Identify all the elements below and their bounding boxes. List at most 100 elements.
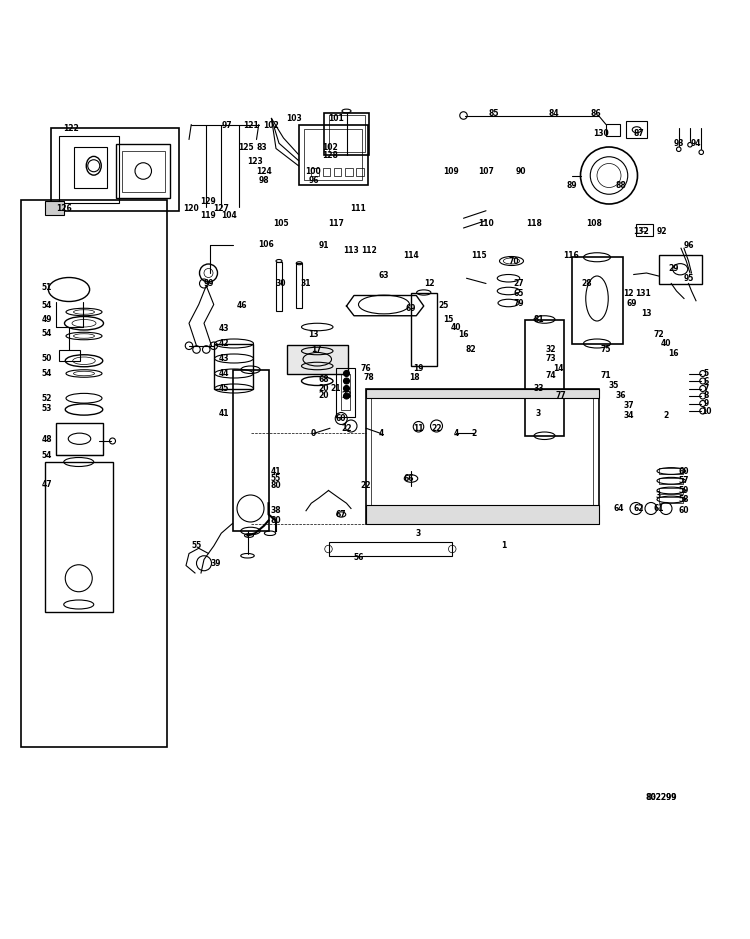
Text: 9: 9: [704, 399, 710, 408]
Text: 13: 13: [308, 330, 319, 339]
Text: 109: 109: [444, 166, 459, 176]
Text: 132: 132: [633, 226, 649, 236]
Text: 111: 111: [350, 204, 366, 213]
Text: 41: 41: [271, 467, 281, 475]
Bar: [658, 497, 682, 502]
Bar: [45, 462, 112, 612]
Text: 99: 99: [203, 279, 214, 288]
Bar: [122, 151, 165, 192]
Bar: [214, 344, 254, 389]
Text: 102: 102: [322, 143, 338, 151]
Bar: [411, 293, 437, 366]
Text: 54: 54: [41, 301, 52, 311]
Text: 70: 70: [509, 256, 519, 266]
Text: 107: 107: [478, 166, 494, 176]
Text: 802299: 802299: [646, 793, 677, 803]
Text: 5: 5: [704, 369, 709, 378]
Text: 49: 49: [41, 315, 52, 324]
Bar: [626, 121, 647, 138]
Text: 94: 94: [691, 139, 701, 147]
Bar: [658, 478, 682, 484]
Text: 34: 34: [623, 411, 634, 420]
Text: 61: 61: [653, 504, 664, 513]
Text: 55: 55: [191, 542, 202, 550]
Text: 37: 37: [623, 401, 634, 410]
Text: 108: 108: [586, 219, 602, 228]
Text: 60: 60: [679, 506, 689, 516]
Text: 3: 3: [536, 408, 542, 418]
Text: 90: 90: [516, 166, 526, 176]
Text: 42: 42: [218, 339, 229, 348]
Text: 40: 40: [661, 339, 671, 348]
Bar: [328, 115, 364, 151]
Bar: [232, 370, 268, 531]
Text: 121: 121: [243, 121, 260, 131]
Text: 20: 20: [319, 384, 329, 393]
Bar: [658, 468, 682, 474]
Text: 32: 32: [546, 345, 556, 354]
Text: 3: 3: [656, 491, 662, 500]
Text: 127: 127: [213, 204, 230, 213]
Text: 4: 4: [378, 429, 383, 438]
Text: 48: 48: [41, 435, 52, 444]
Text: 122: 122: [63, 124, 80, 132]
Text: 71: 71: [601, 371, 611, 380]
Text: 3: 3: [416, 529, 422, 538]
Text: 114: 114: [404, 252, 419, 260]
Text: 27: 27: [514, 279, 524, 288]
Text: 18: 18: [409, 374, 419, 382]
Text: 36: 36: [616, 392, 626, 401]
Text: 78: 78: [364, 374, 374, 382]
Text: 125: 125: [238, 143, 254, 151]
Text: 60: 60: [679, 467, 689, 475]
Text: 53: 53: [41, 404, 52, 412]
Text: 15: 15: [443, 315, 454, 324]
Text: 54: 54: [41, 369, 52, 378]
Text: 51: 51: [41, 284, 52, 293]
Text: 81: 81: [533, 315, 544, 324]
Bar: [366, 389, 598, 398]
Text: 93: 93: [674, 139, 684, 147]
Text: 101: 101: [328, 114, 344, 123]
Text: 89: 89: [566, 181, 577, 191]
Text: 115: 115: [471, 252, 486, 260]
Text: 62: 62: [634, 504, 644, 513]
Bar: [74, 147, 107, 188]
Text: 113: 113: [343, 246, 358, 255]
Text: 52: 52: [41, 393, 52, 403]
Text: 72: 72: [653, 330, 664, 339]
Text: 59: 59: [679, 486, 689, 495]
Text: 84: 84: [548, 109, 559, 117]
Text: 77: 77: [556, 392, 566, 401]
Text: 54: 54: [41, 452, 52, 460]
Text: 98: 98: [259, 177, 269, 185]
Text: 80: 80: [271, 482, 281, 490]
Text: 31: 31: [301, 279, 311, 288]
Text: 128: 128: [322, 151, 338, 161]
Text: 105: 105: [274, 219, 289, 228]
Text: 75: 75: [601, 345, 611, 354]
Text: 10: 10: [701, 407, 712, 415]
Text: 7: 7: [704, 384, 710, 393]
Text: 87: 87: [634, 129, 644, 138]
Circle shape: [344, 386, 350, 392]
Text: 68: 68: [319, 375, 329, 384]
Text: 22: 22: [431, 423, 442, 433]
Text: 83: 83: [256, 143, 267, 151]
Text: 30: 30: [276, 279, 286, 288]
Text: 66: 66: [404, 474, 414, 483]
Text: 58: 58: [679, 495, 689, 504]
Text: 100: 100: [306, 166, 321, 176]
Circle shape: [344, 393, 350, 399]
Text: 38: 38: [271, 506, 281, 516]
Bar: [606, 125, 619, 136]
Text: 16: 16: [668, 348, 679, 358]
Text: 35: 35: [608, 381, 619, 390]
Text: 33: 33: [533, 384, 544, 393]
Bar: [525, 319, 564, 436]
Bar: [366, 389, 598, 524]
Text: 79: 79: [514, 299, 524, 307]
Text: 11: 11: [413, 423, 424, 433]
Bar: [336, 368, 355, 417]
Bar: [636, 224, 652, 236]
